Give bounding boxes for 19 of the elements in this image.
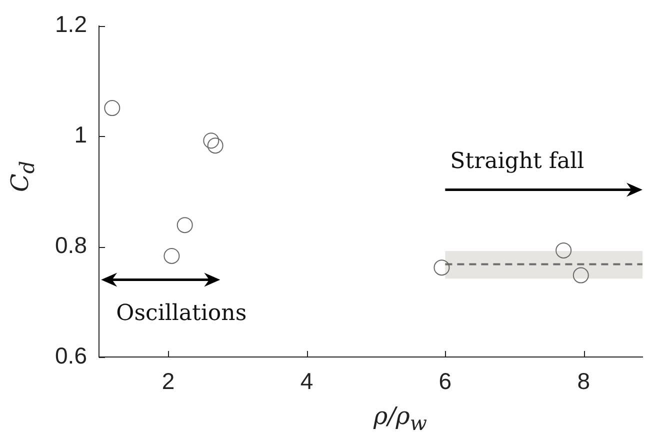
annotation: Oscillations — [116, 301, 247, 326]
x-tick-label: 4 — [300, 368, 314, 394]
point — [176, 217, 193, 234]
x-tick-label: 2 — [162, 368, 175, 394]
point — [207, 138, 224, 154]
x-tick-label: 6 — [438, 368, 452, 394]
point — [556, 242, 572, 258]
y-tick-label: 0.6 — [55, 342, 87, 368]
x-tick-label: 8 — [577, 368, 590, 394]
x-axis-title: ρ/ρ$_{w}$ — [374, 402, 427, 435]
y-tick-label: 0.8 — [55, 232, 87, 258]
y-tick-label: 1.2 — [55, 11, 87, 38]
point — [203, 132, 220, 149]
point — [572, 267, 589, 284]
y-tick-label: 1 — [74, 122, 87, 148]
point — [104, 100, 120, 116]
point — [164, 248, 180, 264]
point — [434, 260, 450, 276]
annotation: Straight fall — [450, 148, 584, 174]
